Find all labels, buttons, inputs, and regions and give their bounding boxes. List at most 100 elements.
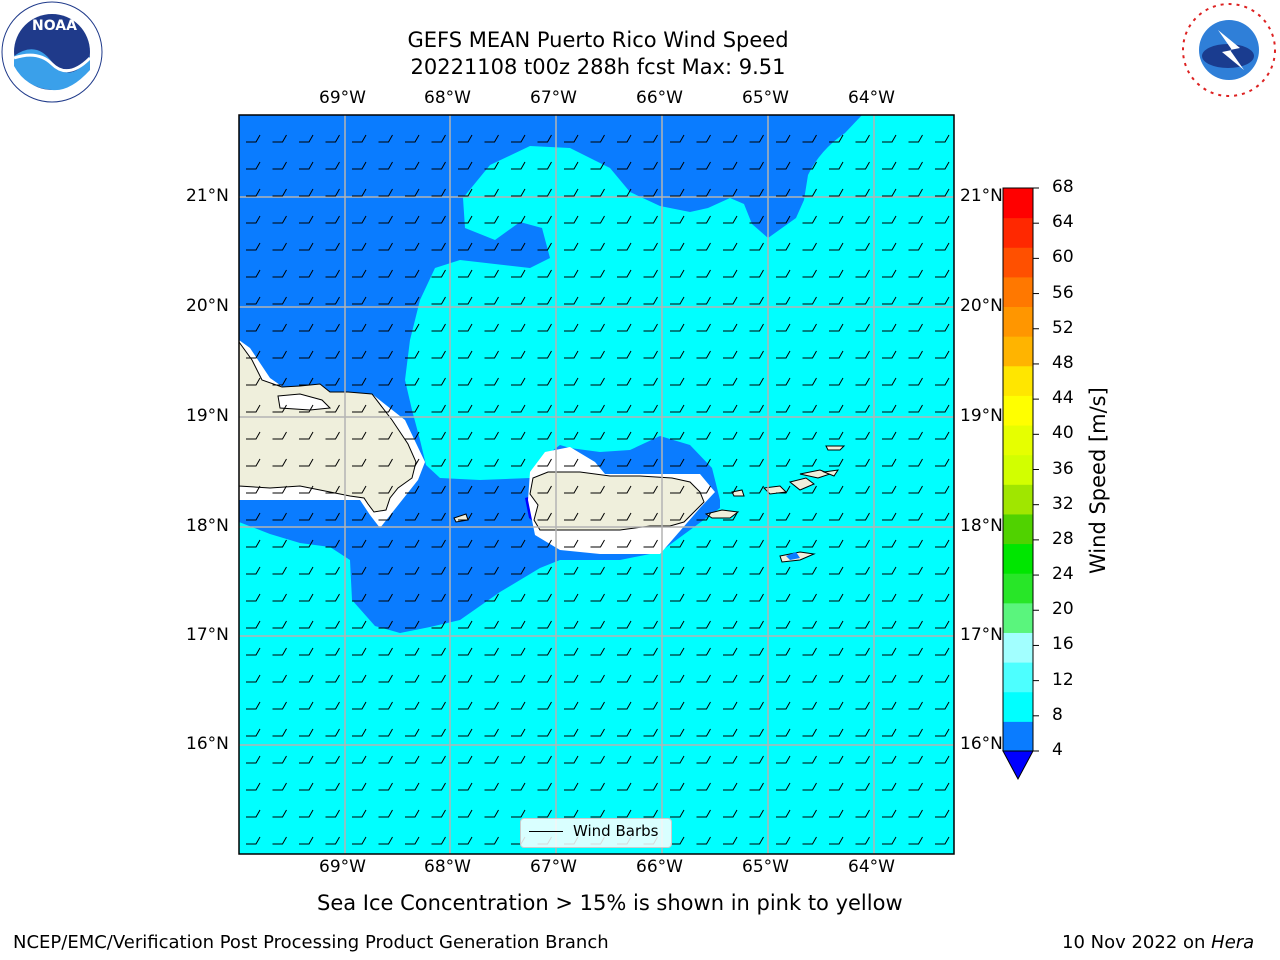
wind-barb xyxy=(670,296,685,305)
wind-barb xyxy=(431,404,446,413)
wind-barb xyxy=(431,512,446,521)
wind-barb xyxy=(246,215,261,224)
barb-shaft xyxy=(458,566,473,575)
wind-barb xyxy=(617,485,632,494)
barb-shaft xyxy=(246,728,261,737)
wind-barb xyxy=(670,512,685,521)
wind-barb xyxy=(246,674,261,683)
wind-barb xyxy=(855,728,870,737)
wind-barb xyxy=(776,188,791,197)
wind-barb xyxy=(590,215,605,224)
barb-shaft xyxy=(431,188,446,197)
barb-shaft xyxy=(458,755,473,764)
barb-shaft xyxy=(802,161,817,170)
wind-barb xyxy=(299,539,314,548)
wind-barb xyxy=(776,296,791,305)
colorbar-tick-label: 44 xyxy=(1052,388,1074,409)
wind-barb xyxy=(882,539,897,548)
barb-shaft xyxy=(829,242,844,251)
wind-barb xyxy=(802,431,817,440)
barb-shaft xyxy=(590,512,605,521)
wind-barb xyxy=(802,566,817,575)
wind-barb xyxy=(564,809,579,818)
barb-shaft xyxy=(537,809,552,818)
wind-barb xyxy=(431,485,446,494)
barb-shaft xyxy=(696,458,711,467)
barb-shaft xyxy=(882,701,897,710)
barb-shaft xyxy=(458,296,473,305)
barb-shaft xyxy=(590,350,605,359)
barb-shaft xyxy=(802,269,817,278)
wind-barb xyxy=(405,458,420,467)
wind-barb xyxy=(246,377,261,386)
wind-barb xyxy=(802,134,817,143)
barb-shaft xyxy=(802,593,817,602)
wind-barb xyxy=(617,728,632,737)
wind-barb xyxy=(643,647,658,656)
barb-shaft xyxy=(643,728,658,737)
barb-shaft xyxy=(458,728,473,737)
barb-shaft xyxy=(617,188,632,197)
wind-barb xyxy=(882,593,897,602)
wind-barb xyxy=(776,674,791,683)
barb-shaft xyxy=(802,323,817,332)
wind-barb xyxy=(537,647,552,656)
barb-shaft xyxy=(802,620,817,629)
barb-shaft xyxy=(670,377,685,386)
barb-shaft xyxy=(272,620,287,629)
wind-barb xyxy=(829,377,844,386)
wind-barb xyxy=(458,593,473,602)
barb-shaft xyxy=(325,404,340,413)
wind-barb xyxy=(484,836,499,845)
wind-barb xyxy=(855,323,870,332)
barb-shaft xyxy=(246,701,261,710)
wind-barb xyxy=(484,323,499,332)
barb-shaft xyxy=(458,701,473,710)
wind-barb xyxy=(511,566,526,575)
wind-barb xyxy=(829,404,844,413)
barb-shaft xyxy=(617,674,632,683)
wind-barb xyxy=(749,485,764,494)
barb-shaft xyxy=(405,674,420,683)
wind-barb xyxy=(749,350,764,359)
small-island xyxy=(704,509,740,519)
wind-barb xyxy=(537,188,552,197)
colorbar-segment xyxy=(1003,247,1033,278)
barb-shaft xyxy=(696,620,711,629)
wind-barb xyxy=(431,674,446,683)
wind-barb xyxy=(272,431,287,440)
barb-shaft xyxy=(299,728,314,737)
wind-barb xyxy=(670,134,685,143)
barb-shaft xyxy=(352,728,367,737)
barb-shaft xyxy=(246,620,261,629)
barb-shaft xyxy=(749,755,764,764)
wind-barb xyxy=(325,404,340,413)
barb-shaft xyxy=(458,404,473,413)
barb-shaft xyxy=(564,296,579,305)
wind-barb xyxy=(325,458,340,467)
wind-barb xyxy=(564,674,579,683)
wind-barb xyxy=(246,809,261,818)
lat-label-right: 21°N xyxy=(960,186,1003,206)
barb-shaft xyxy=(511,512,526,521)
barb-shaft xyxy=(590,755,605,764)
wind-barb xyxy=(696,215,711,224)
barb-shaft xyxy=(829,323,844,332)
wind-barb xyxy=(908,350,923,359)
wind-barb xyxy=(802,647,817,656)
barb-shaft xyxy=(352,377,367,386)
barb-shaft xyxy=(802,701,817,710)
barb-shaft xyxy=(458,431,473,440)
barb-shaft xyxy=(776,674,791,683)
wind-barb xyxy=(590,782,605,791)
colorbar-segment xyxy=(1003,188,1033,219)
wind-barb xyxy=(617,350,632,359)
wind-barb xyxy=(564,647,579,656)
wind-barb xyxy=(802,512,817,521)
wind-barb xyxy=(802,350,817,359)
wind-barb xyxy=(378,512,393,521)
wind-barb xyxy=(617,701,632,710)
wind-barb xyxy=(272,782,287,791)
wind-barb xyxy=(643,431,658,440)
wind-barb xyxy=(564,782,579,791)
